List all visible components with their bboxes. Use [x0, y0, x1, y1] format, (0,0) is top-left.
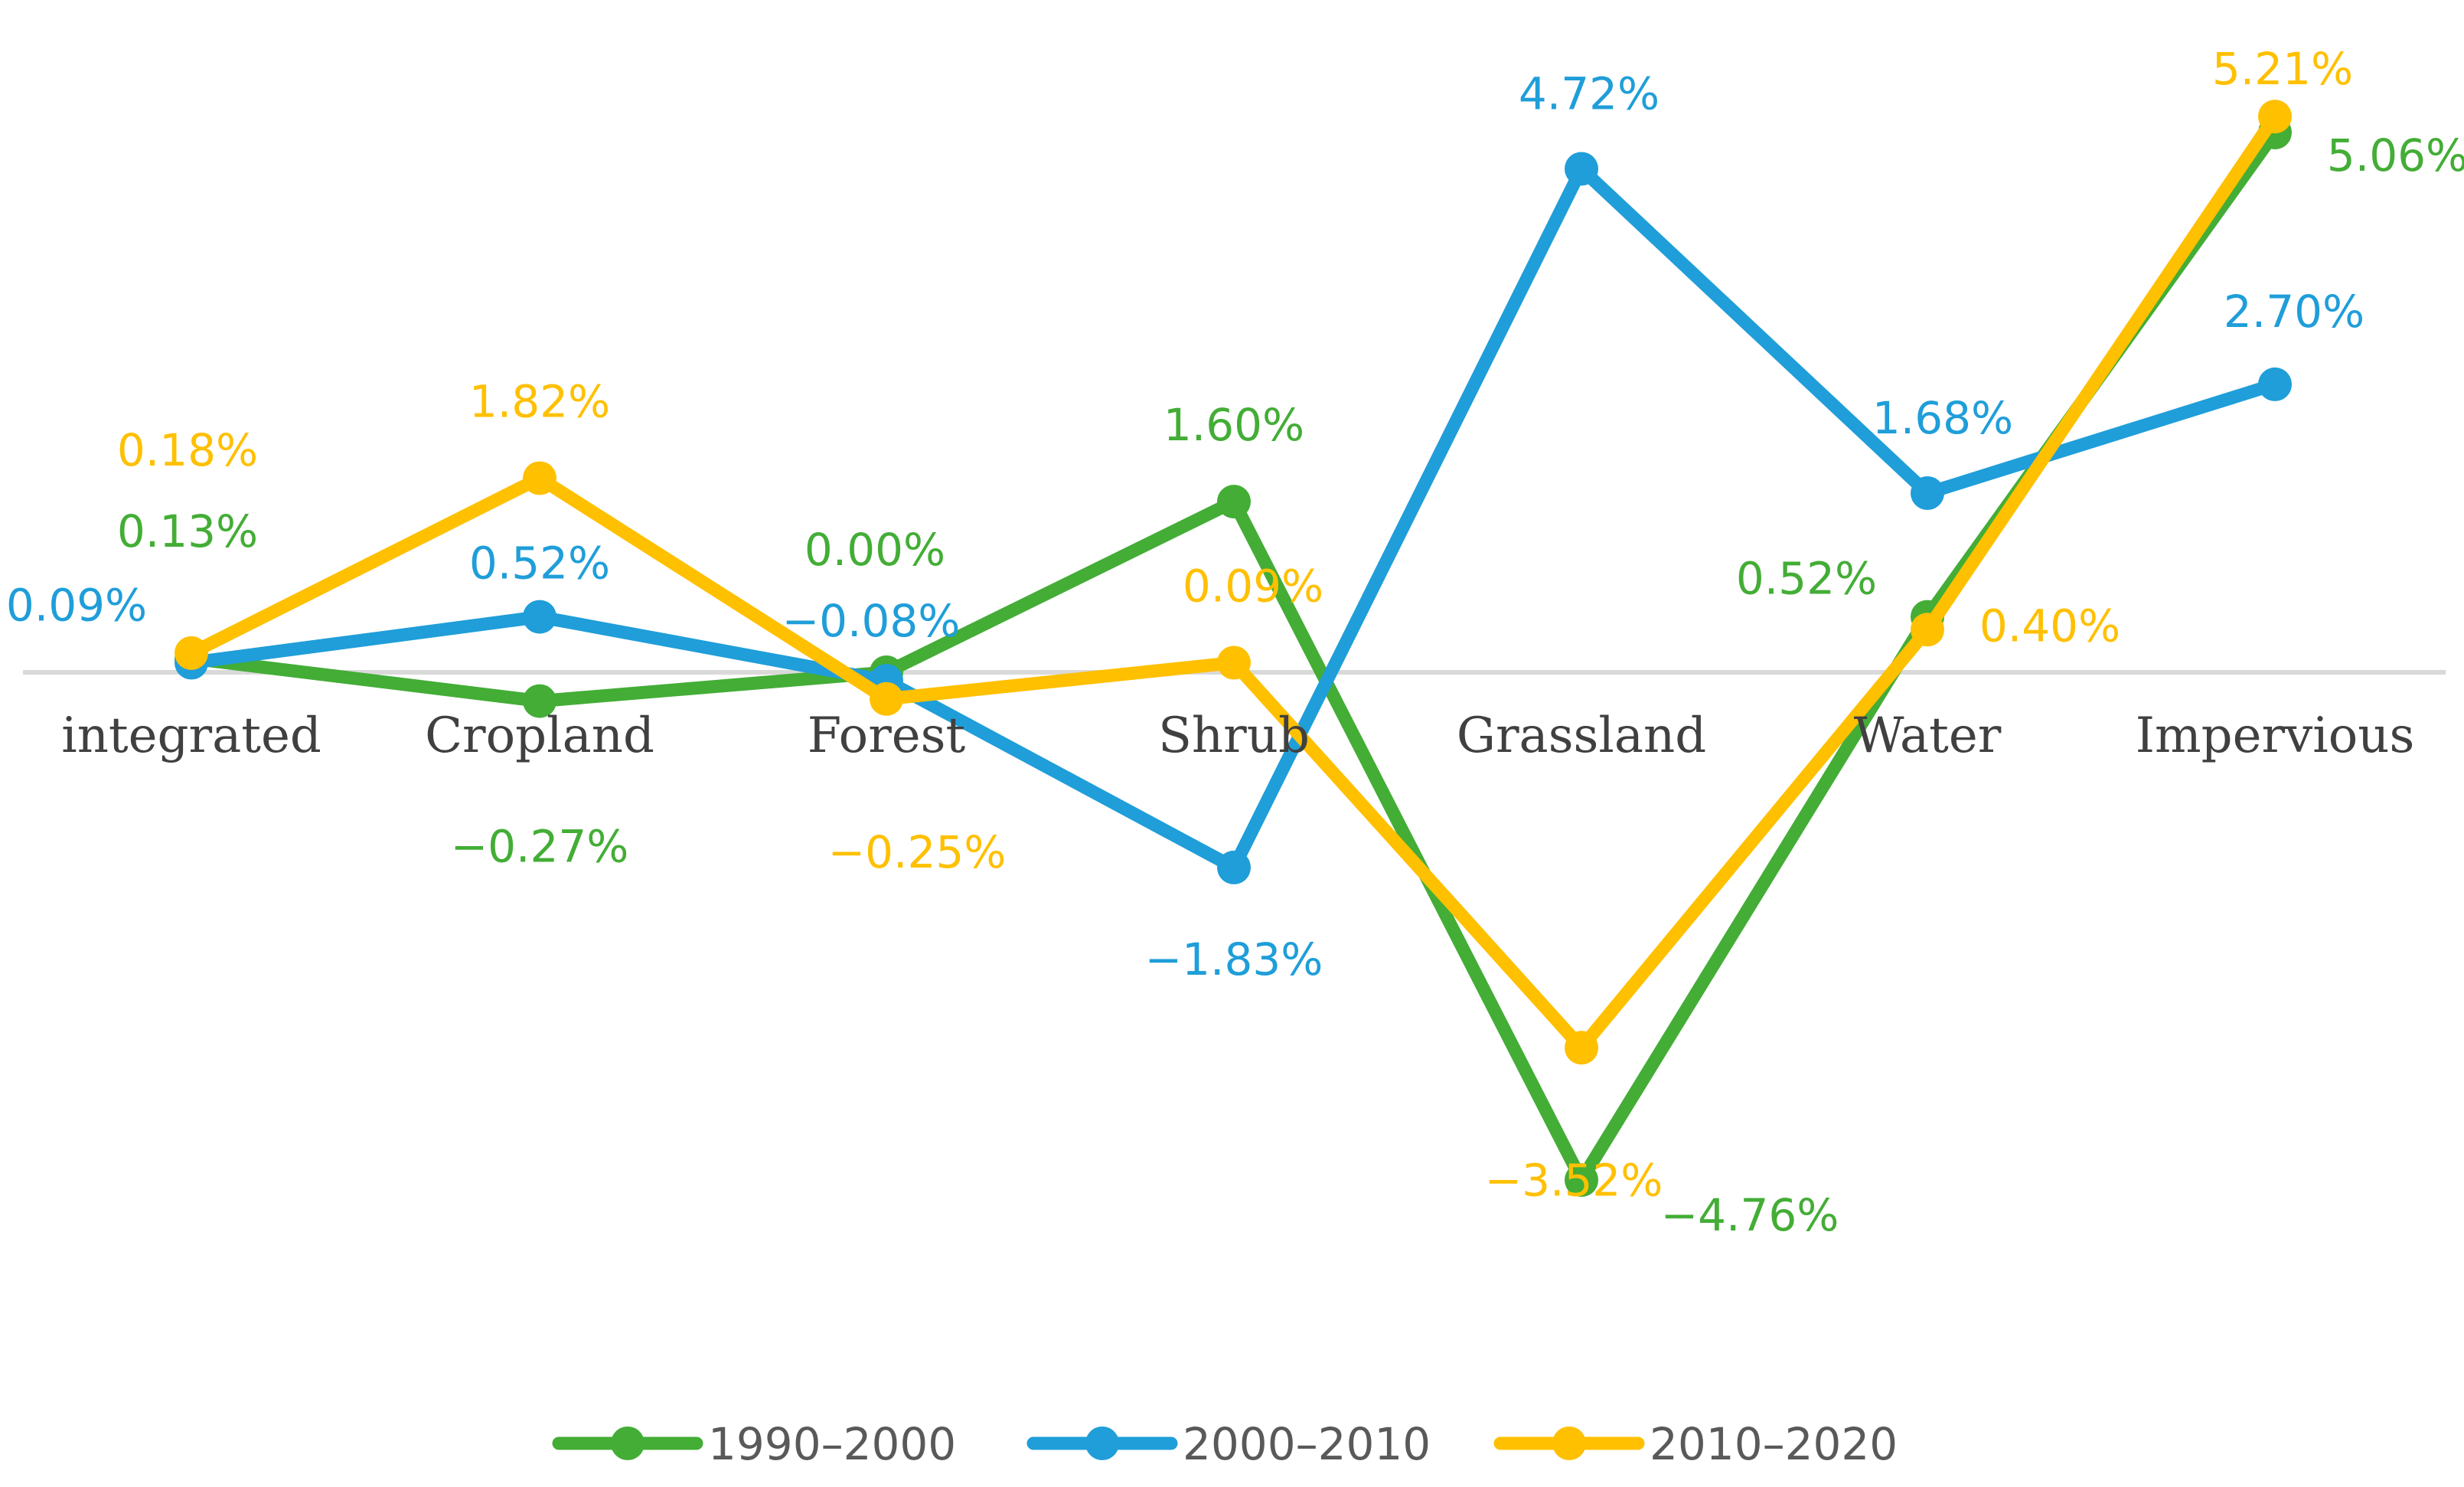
legend-label-1: 1990–2000: [708, 1418, 956, 1470]
data-label-series-3-cropland: 1.82%: [469, 376, 610, 428]
data-label-series-3-grassland: −3.52%: [1485, 1154, 1663, 1206]
data-label-series-2-shrub: −1.83%: [1145, 933, 1323, 985]
legend-label-3: 2010–2020: [1650, 1418, 1898, 1470]
legend: 1990–2000 2000–2010 2010–2020: [552, 1418, 1898, 1470]
series-2-point-grassland: [1565, 152, 1598, 186]
series-3-point-cropland: [523, 461, 556, 495]
series-3-point-water: [1911, 613, 1944, 647]
data-label-series-1-impervious: 5.06%: [2327, 129, 2464, 181]
data-label-series-3-water: 0.40%: [1979, 600, 2120, 652]
data-label-series-2-forest: −0.08%: [782, 595, 961, 647]
series-1-point-cropland: [523, 684, 556, 718]
series-2-point-shrub: [1217, 850, 1251, 884]
category-label-shrub: Shrub: [1158, 708, 1310, 764]
data-label-series-1-cropland: −0.27%: [451, 821, 629, 873]
series-3-point-grassland: [1565, 1031, 1598, 1065]
data-label-series-1-grassland: −4.76%: [1661, 1189, 1839, 1241]
category-label-forest: Forest: [808, 708, 966, 764]
data-label-series-3-impervious: 5.21%: [2212, 43, 2353, 95]
data-label-series-1-forest: 0.00%: [804, 524, 945, 576]
series-3-point-forest: [870, 681, 903, 716]
data-label-series-1-shrub: 1.60%: [1163, 399, 1304, 451]
category-label-integrated: integrated: [61, 708, 321, 764]
series-3-point-impervious: [2258, 100, 2292, 134]
category-label-water: Water: [1854, 708, 2002, 764]
legend-marker-2: [1085, 1427, 1119, 1460]
legend-marker-1: [611, 1427, 645, 1460]
category-label-cropland: Cropland: [425, 708, 654, 764]
data-label-series-3-integrated: 0.18%: [117, 424, 258, 476]
legend-marker-3: [1552, 1427, 1586, 1460]
category-label-grassland: Grassland: [1457, 708, 1706, 764]
series-1-point-grassland: [1565, 1163, 1598, 1198]
data-label-series-2-water: 1.68%: [1872, 392, 2013, 444]
category-labels: integrated Cropland Forest Shrub Grassland Wa…: [61, 708, 2414, 764]
series-2-point-cropland: [523, 600, 556, 634]
data-label-series-3-shrub: 0.09%: [1183, 560, 1323, 613]
series-1-point-shrub: [1217, 485, 1251, 519]
data-label-series-1-water: 0.52%: [1736, 553, 1877, 605]
series-3-point-integrated: [175, 636, 208, 670]
data-label-series-3-forest: −0.25%: [828, 826, 1007, 878]
series-2-point-impervious: [2258, 367, 2292, 401]
data-labels: 0.13% −0.27% 0.00% 1.60% −4.76% 0.52% 5.06% 0.0…: [6, 43, 2464, 1241]
series-3-point-shrub: [1217, 645, 1251, 680]
legend-label-2: 2000–2010: [1183, 1418, 1431, 1470]
data-label-series-1-integrated: 0.13%: [117, 505, 258, 557]
data-label-series-2-grassland: 4.72%: [1519, 68, 1660, 120]
series-layer: [175, 100, 2292, 1198]
category-label-impervious: Impervious: [2136, 708, 2415, 764]
data-label-series-2-cropland: 0.52%: [469, 538, 610, 590]
series-2-point-water: [1911, 476, 1944, 510]
data-label-series-2-integrated: 0.09%: [6, 580, 147, 632]
data-label-series-2-impervious: 2.70%: [2224, 286, 2364, 338]
